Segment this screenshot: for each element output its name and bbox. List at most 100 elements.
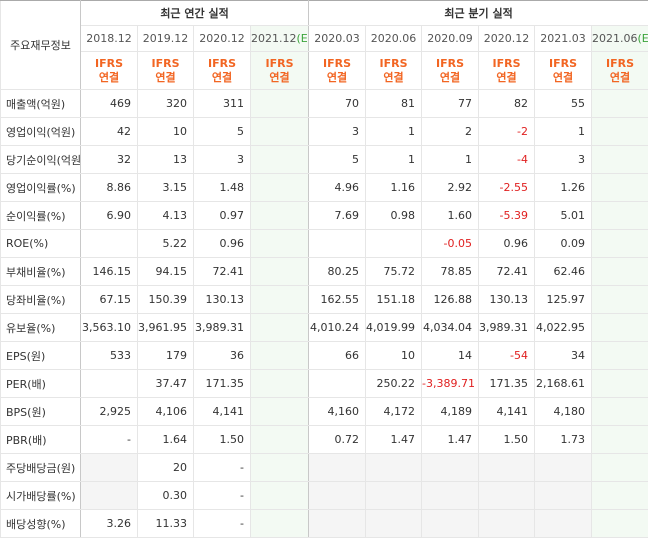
row-label: 부채비율(%) (1, 258, 81, 286)
value-cell: 0.72 (309, 426, 366, 454)
value-cell: 4,106 (138, 398, 194, 426)
value-cell: 4,019.99 (366, 314, 422, 342)
row-label: 당좌비율(%) (1, 286, 81, 314)
value-cell: 7.69 (309, 202, 366, 230)
standard-label: IFRS (422, 57, 478, 71)
value-cell: 4,022.95 (535, 314, 592, 342)
value-cell: 10 (366, 342, 422, 370)
value-cell: 4,141 (194, 398, 251, 426)
value-cell: 4,189 (422, 398, 479, 426)
value-cell: 2,925 (81, 398, 138, 426)
value-cell: -4 (479, 146, 535, 174)
value-cell: 320 (138, 90, 194, 118)
basis-label: 연결 (592, 71, 648, 85)
value-cell: 5.22 (138, 230, 194, 258)
period-label: 2019.12 (143, 32, 189, 45)
standard-label: IFRS (479, 57, 534, 71)
period-header: 2020.12 (194, 26, 251, 52)
value-cell: 72.41 (194, 258, 251, 286)
empty-cell (592, 258, 648, 286)
row-label: 영업이익(억원) (1, 118, 81, 146)
value-cell: 2,168.61 (535, 370, 592, 398)
value-cell: 5.01 (535, 202, 592, 230)
value-cell: - (194, 510, 251, 538)
value-cell: 125.97 (535, 286, 592, 314)
value-cell: 4,160 (309, 398, 366, 426)
value-cell: 0.96 (194, 230, 251, 258)
value-cell: 3,989.31 (194, 314, 251, 342)
empty-cell (251, 454, 309, 482)
empty-cell (479, 482, 535, 510)
value-cell: 151.18 (366, 286, 422, 314)
standard-label: IFRS (138, 57, 193, 71)
data-row: 시가배당률(%)0.30- (1, 482, 648, 510)
empty-cell (81, 370, 138, 398)
basis-label: 연결 (251, 71, 308, 85)
value-cell: -0.05 (422, 230, 479, 258)
row-label: 주당배당금(원) (1, 454, 81, 482)
value-cell: 1.48 (194, 174, 251, 202)
period-label: 2021.03 (540, 32, 586, 45)
standard-label: IFRS (251, 57, 308, 71)
empty-cell (422, 454, 479, 482)
empty-cell (592, 482, 648, 510)
header-title: 주요재무정보 (1, 1, 81, 90)
basis-label: 연결 (309, 71, 365, 85)
empty-cell (251, 398, 309, 426)
empty-cell (309, 230, 366, 258)
period-header: 2020.03 (309, 26, 366, 52)
empty-cell (592, 286, 648, 314)
row-label: PBR(배) (1, 426, 81, 454)
empty-cell (251, 174, 309, 202)
row-label: 순이익률(%) (1, 202, 81, 230)
value-cell: 55 (535, 90, 592, 118)
estimate-tag: (E) (297, 32, 309, 45)
value-cell: -2.55 (479, 174, 535, 202)
value-cell: 11.33 (138, 510, 194, 538)
value-cell: 3.26 (81, 510, 138, 538)
empty-cell (422, 510, 479, 538)
empty-cell (592, 146, 648, 174)
value-cell: 2.92 (422, 174, 479, 202)
data-row: 주당배당금(원)20- (1, 454, 648, 482)
empty-cell (592, 510, 648, 538)
value-cell: 1.47 (422, 426, 479, 454)
value-cell: 1.47 (366, 426, 422, 454)
standard-label: IFRS (366, 57, 421, 71)
value-cell: -5.39 (479, 202, 535, 230)
empty-cell (251, 118, 309, 146)
value-cell: 3,563.10 (81, 314, 138, 342)
value-cell: 533 (81, 342, 138, 370)
standard-label: IFRS (535, 57, 591, 71)
value-cell: 0.30 (138, 482, 194, 510)
empty-cell (251, 258, 309, 286)
empty-cell (251, 510, 309, 538)
period-label: 2020.03 (314, 32, 360, 45)
value-cell: - (194, 482, 251, 510)
period-label: 2021.06 (592, 32, 638, 45)
value-cell: 4,141 (479, 398, 535, 426)
period-label: 2020.09 (427, 32, 473, 45)
period-header: 2019.12 (138, 26, 194, 52)
value-cell: 130.13 (194, 286, 251, 314)
value-cell: 20 (138, 454, 194, 482)
value-cell: 146.15 (81, 258, 138, 286)
value-cell: 3,961.95 (138, 314, 194, 342)
empty-cell (81, 230, 138, 258)
value-cell: 2 (422, 118, 479, 146)
basis-label: 연결 (81, 71, 137, 85)
row-label: 매출액(억원) (1, 90, 81, 118)
period-header: 2021.06(E) (592, 26, 648, 52)
value-cell: 162.55 (309, 286, 366, 314)
